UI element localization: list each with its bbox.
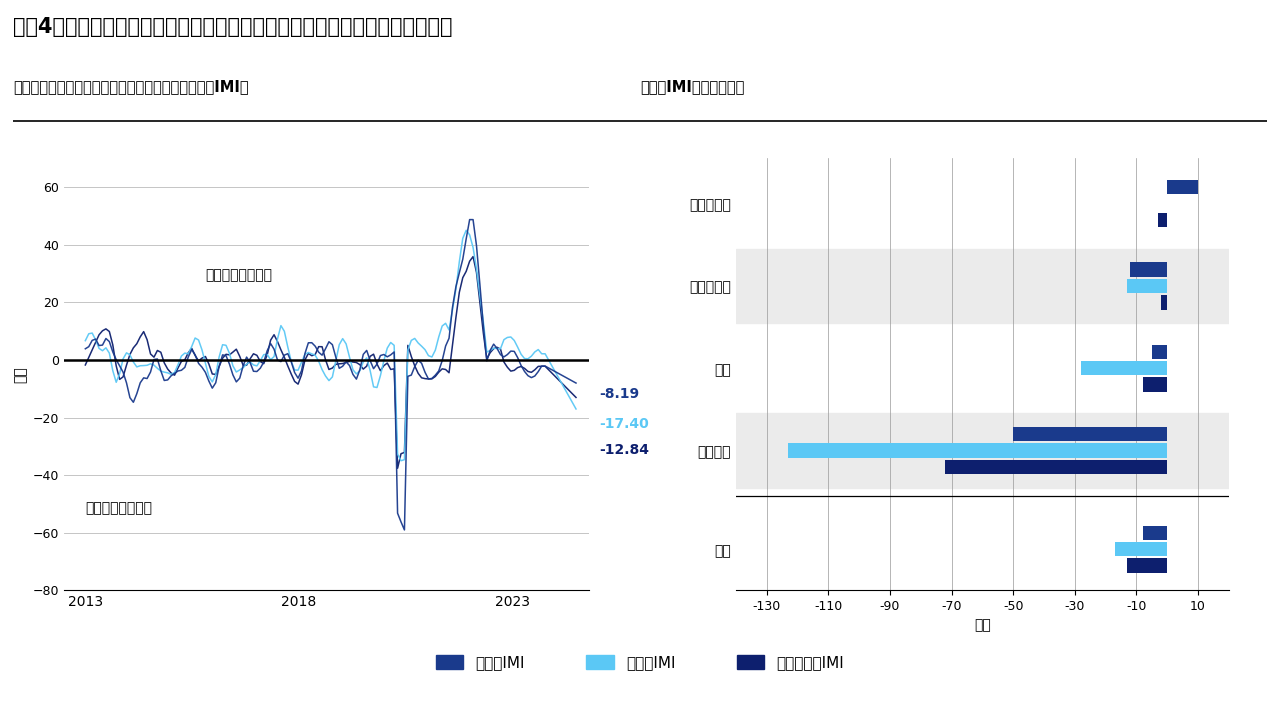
Bar: [736, 413, 1229, 487]
Text: インフレ率が上昇: インフレ率が上昇: [206, 269, 273, 282]
Bar: [1128, 559, 1167, 573]
Text: 図表4：欧州、英国、米国のインフレ・モメンタムは著しくかつ同調して低下: 図表4：欧州、英国、米国のインフレ・モメンタムは著しくかつ同調して低下: [13, 17, 452, 37]
Text: -8.19: -8.19: [599, 387, 640, 401]
X-axis label: 指数: 指数: [974, 618, 991, 633]
Text: -17.40: -17.40: [599, 418, 649, 431]
Bar: [1161, 295, 1167, 310]
Bar: [1080, 361, 1167, 375]
Bar: [1128, 279, 1167, 293]
Bar: [1167, 180, 1198, 194]
Bar: [1152, 345, 1167, 359]
Bar: [946, 460, 1167, 474]
Bar: [1014, 427, 1167, 441]
Bar: [1158, 213, 1167, 228]
Bar: [736, 249, 1229, 323]
Text: -12.84: -12.84: [599, 444, 649, 457]
Bar: [1130, 262, 1167, 276]
Y-axis label: 指数: 指数: [13, 366, 27, 383]
Text: 地域別インフレ・モメンタム・インディケーター（IMI）: 地域別インフレ・モメンタム・インディケーター（IMI）: [13, 80, 248, 94]
Legend: 米国のIMI, 英国のIMI, ユーロ圏のIMI: 米国のIMI, 英国のIMI, ユーロ圏のIMI: [430, 649, 850, 676]
Text: インフレ率が低下: インフレ率が低下: [84, 502, 152, 516]
Bar: [1143, 377, 1167, 392]
Text: 地域別IMI：カテゴリー: 地域別IMI：カテゴリー: [640, 80, 745, 94]
Bar: [1115, 542, 1167, 557]
Bar: [788, 444, 1167, 458]
Bar: [1143, 526, 1167, 540]
